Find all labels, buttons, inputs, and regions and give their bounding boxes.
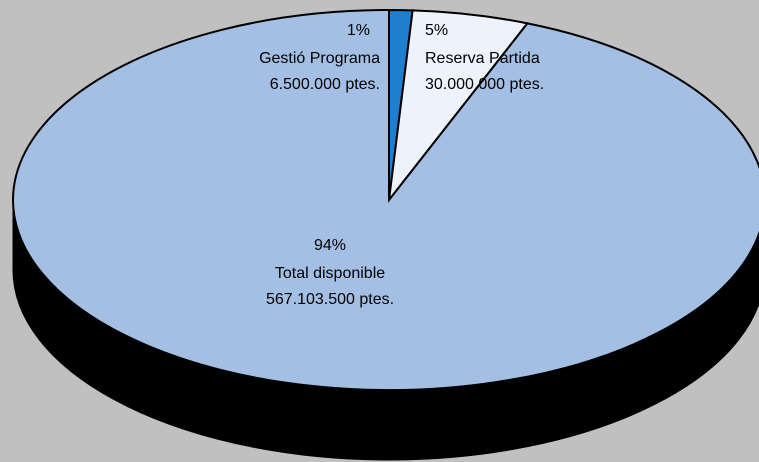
amount-label: 6.500.000 ptes. [270,76,380,93]
amount-label: 567.103.500 ptes. [266,291,394,308]
category-label: Total disponible [275,265,385,282]
category-label: Gestió Programa [259,50,380,67]
percent-label: 1% [347,22,370,39]
percent-label: 5% [425,22,448,39]
pie-slice [12,8,759,391]
percent-label: 94% [314,237,346,254]
amount-label: 30.000.000 ptes. [425,76,544,93]
category-label: Reserva Partida [425,50,540,67]
